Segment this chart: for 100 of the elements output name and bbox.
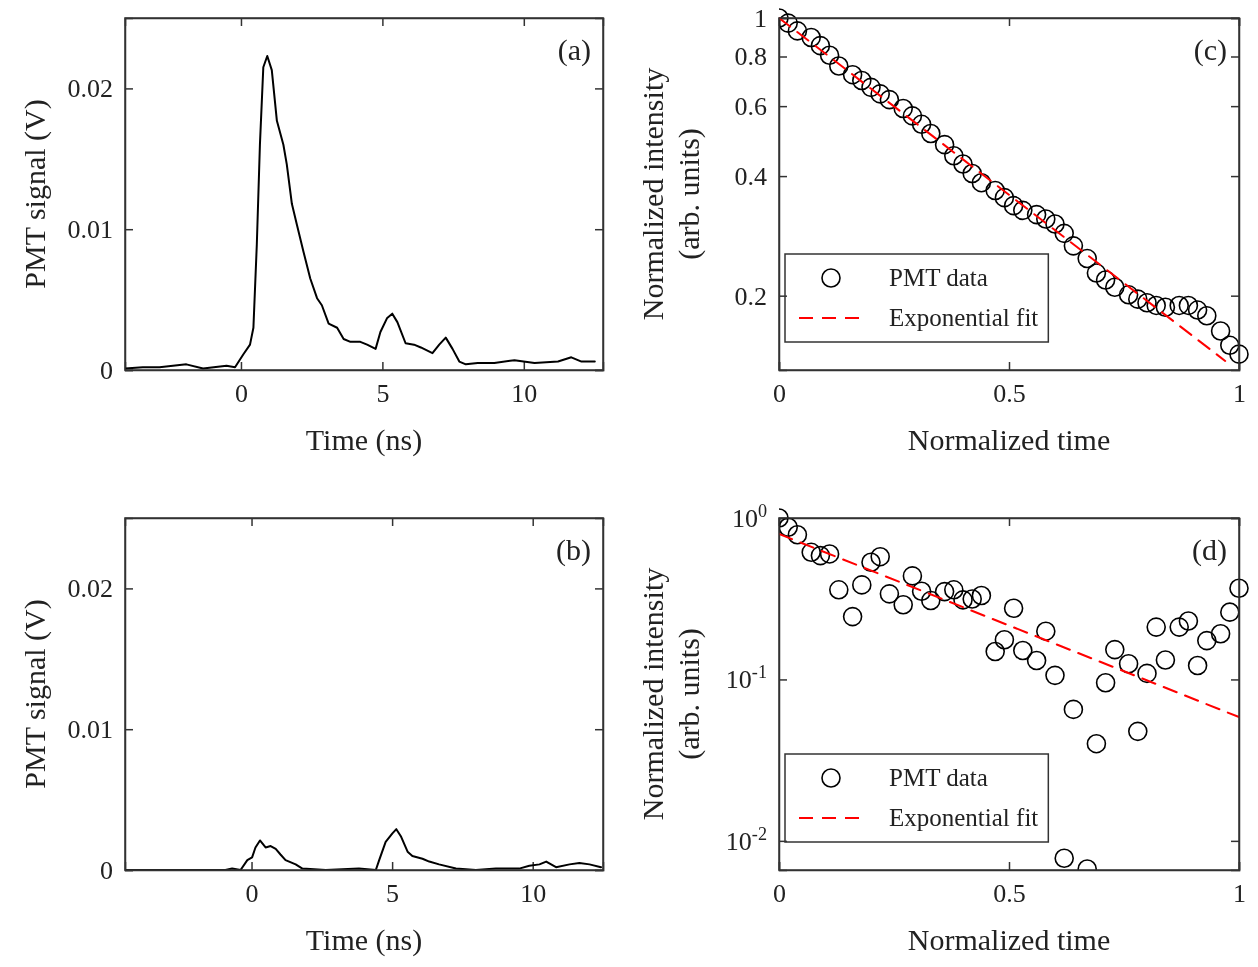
point	[902, 106, 923, 126]
point	[934, 134, 955, 155]
point	[1169, 617, 1189, 637]
point	[1026, 204, 1047, 225]
point	[1086, 263, 1107, 283]
y-axis-title: Normalized intensity (arb. units)	[636, 567, 706, 821]
point	[1063, 699, 1084, 720]
point	[893, 98, 913, 119]
y-tick-label: 1	[754, 3, 767, 33]
x-axis-title: Normalized time	[907, 923, 1111, 956]
point	[1169, 295, 1189, 316]
x-tick-label: 10	[511, 379, 538, 409]
point	[953, 154, 973, 174]
point	[779, 13, 798, 33]
x-axis-title: Time (ns)	[305, 923, 423, 957]
y-tick-label: 0.8	[734, 42, 767, 72]
point	[893, 594, 913, 615]
point	[1146, 617, 1166, 637]
point	[1045, 665, 1065, 686]
point	[861, 77, 881, 98]
point	[842, 606, 863, 627]
point	[944, 145, 964, 166]
point	[953, 590, 973, 610]
point	[829, 56, 849, 76]
point	[962, 163, 982, 184]
legend-label: PMT data	[889, 764, 988, 791]
x-axis-title: Normalized time	[907, 423, 1111, 456]
point	[787, 524, 808, 545]
x-tick-label: 0	[245, 879, 259, 909]
x-tick-label: 1	[1233, 879, 1246, 909]
annotation: (b)	[556, 533, 591, 567]
point	[1146, 295, 1166, 316]
point	[852, 575, 872, 595]
point	[801, 542, 821, 563]
point	[1054, 223, 1074, 244]
y-axis-title: PMT signal (V)	[18, 99, 52, 289]
point	[971, 172, 992, 193]
x-tick-label: 0	[773, 379, 786, 409]
point	[911, 581, 932, 601]
point	[985, 180, 1005, 201]
point	[1210, 623, 1231, 644]
y-tick-label: 10$^{0}$	[731, 500, 767, 533]
point	[1155, 650, 1176, 670]
point	[934, 581, 955, 602]
point	[1128, 721, 1148, 742]
point	[1220, 335, 1240, 356]
y-tick-label: 0.02	[67, 74, 113, 104]
x-tick-label: 5	[386, 879, 400, 909]
point	[1229, 344, 1249, 364]
point	[879, 584, 900, 604]
point	[1095, 672, 1116, 693]
y-tick-label: 10$^{-1}$	[725, 662, 767, 695]
point	[1118, 653, 1139, 674]
point	[787, 21, 808, 41]
point	[779, 517, 798, 538]
point	[1187, 300, 1208, 320]
y-tick-label: 0.01	[67, 715, 113, 745]
point	[1036, 621, 1056, 641]
annotation: (a)	[557, 33, 591, 67]
point	[861, 552, 881, 573]
point	[1197, 630, 1217, 651]
point	[1105, 639, 1125, 660]
point	[870, 546, 890, 567]
legend-label: Exponential fit	[889, 304, 1039, 331]
point	[1155, 297, 1176, 318]
point	[1063, 236, 1084, 256]
point	[1210, 321, 1231, 341]
y-axis-title: PMT signal (V)	[18, 599, 52, 789]
legend-label: PMT data	[889, 264, 988, 291]
point	[819, 45, 840, 66]
y-tick-label: 0.02	[67, 574, 113, 604]
point	[829, 580, 849, 600]
point	[1013, 200, 1033, 221]
point	[1229, 578, 1249, 599]
y-tick-label: 0.2	[734, 281, 767, 311]
point	[801, 27, 821, 48]
y-tick-label: 0.6	[734, 91, 767, 121]
x-tick-label: 0.5	[993, 879, 1026, 909]
point	[1054, 848, 1074, 869]
point	[1137, 663, 1157, 684]
point	[810, 35, 831, 56]
point	[971, 585, 992, 606]
point	[1220, 602, 1240, 622]
annotation: (c)	[1193, 33, 1227, 67]
point	[962, 589, 982, 609]
point	[985, 641, 1005, 662]
point	[921, 123, 941, 144]
point	[1036, 209, 1056, 229]
y-tick-label: 10$^{-2}$	[725, 823, 767, 856]
x-tick-label: 0	[234, 379, 248, 409]
point	[852, 70, 872, 91]
point	[1013, 640, 1033, 661]
y-tick-label: 0	[100, 855, 113, 885]
annotation: (d)	[1192, 533, 1227, 567]
point	[1197, 305, 1217, 326]
point	[1045, 214, 1065, 234]
point	[870, 84, 890, 104]
point	[1026, 650, 1047, 671]
legend-label: Exponential fit	[889, 804, 1039, 831]
x-tick-label: 0	[773, 879, 786, 909]
